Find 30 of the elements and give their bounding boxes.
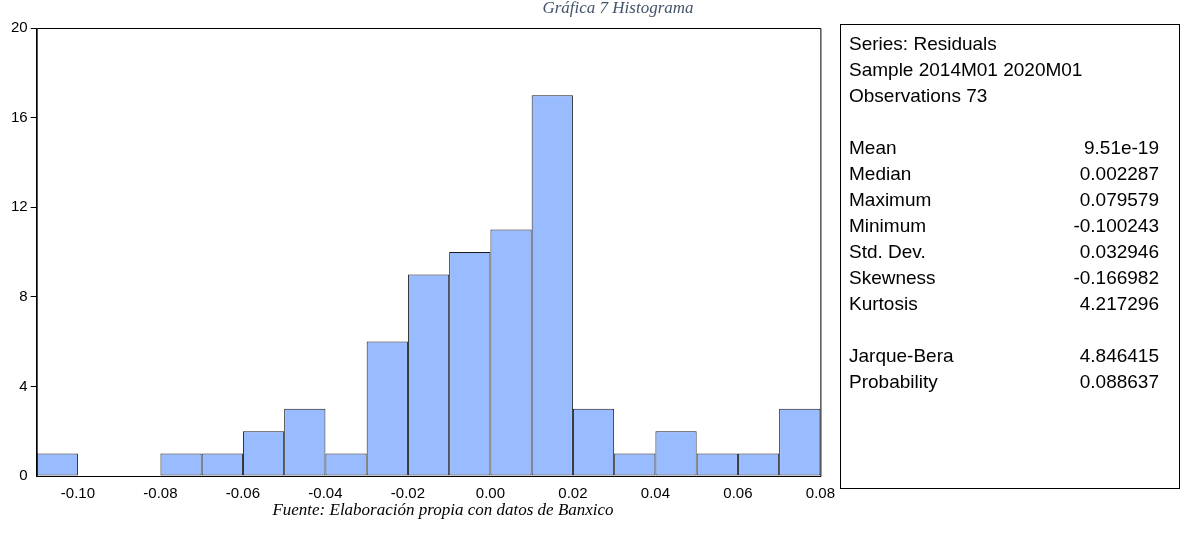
y-tick-label: 16 [11, 107, 28, 125]
y-tick-label: 0 [19, 466, 28, 484]
x-tick-label: -0.02 [390, 484, 426, 502]
x-tick-label: 0.08 [805, 484, 835, 502]
source-note: Fuente: Elaboración propia con datos de Banxico [271, 500, 615, 520]
text: Std. Dev. 0.032946 [849, 241, 1159, 262]
text: Median 0.002287 [849, 163, 1159, 184]
x-tick-label: 0.00 [475, 484, 506, 502]
x-tick-label: -0.08 [143, 484, 178, 502]
x-tick-label: 0.04 [640, 484, 671, 502]
text: Observations 73 [849, 84, 989, 108]
text: Maximum 0.079579 [849, 189, 1159, 210]
text: Mean 9.51e-19 [849, 137, 1159, 158]
text: Skewness -0.166982 [849, 267, 1159, 288]
text: Series: Residuals [849, 32, 998, 56]
x-tick-label: 0.02 [558, 484, 588, 502]
y-tick-label: 12 [11, 197, 28, 215]
y-tick-label: 20 [11, 18, 28, 36]
text: Kurtosis 4.217296 [849, 293, 1159, 314]
y-tick-label: 8 [19, 286, 28, 304]
chart-title: Gráfica 7 Histograma [541, 0, 695, 17]
x-tick-label: -0.06 [225, 484, 261, 502]
x-tick-label: -0.04 [308, 484, 343, 502]
text: Sample 2014M01 2020M01 [849, 58, 1084, 82]
x-tick-label: -0.10 [60, 484, 96, 502]
text: Minimum -0.100243 [849, 215, 1159, 236]
text: Probability 0.088637 [849, 371, 1159, 392]
y-tick-label: 4 [19, 376, 28, 394]
text: Jarque-Bera 4.846415 [849, 345, 1159, 366]
x-tick-label: 0.06 [723, 484, 753, 502]
